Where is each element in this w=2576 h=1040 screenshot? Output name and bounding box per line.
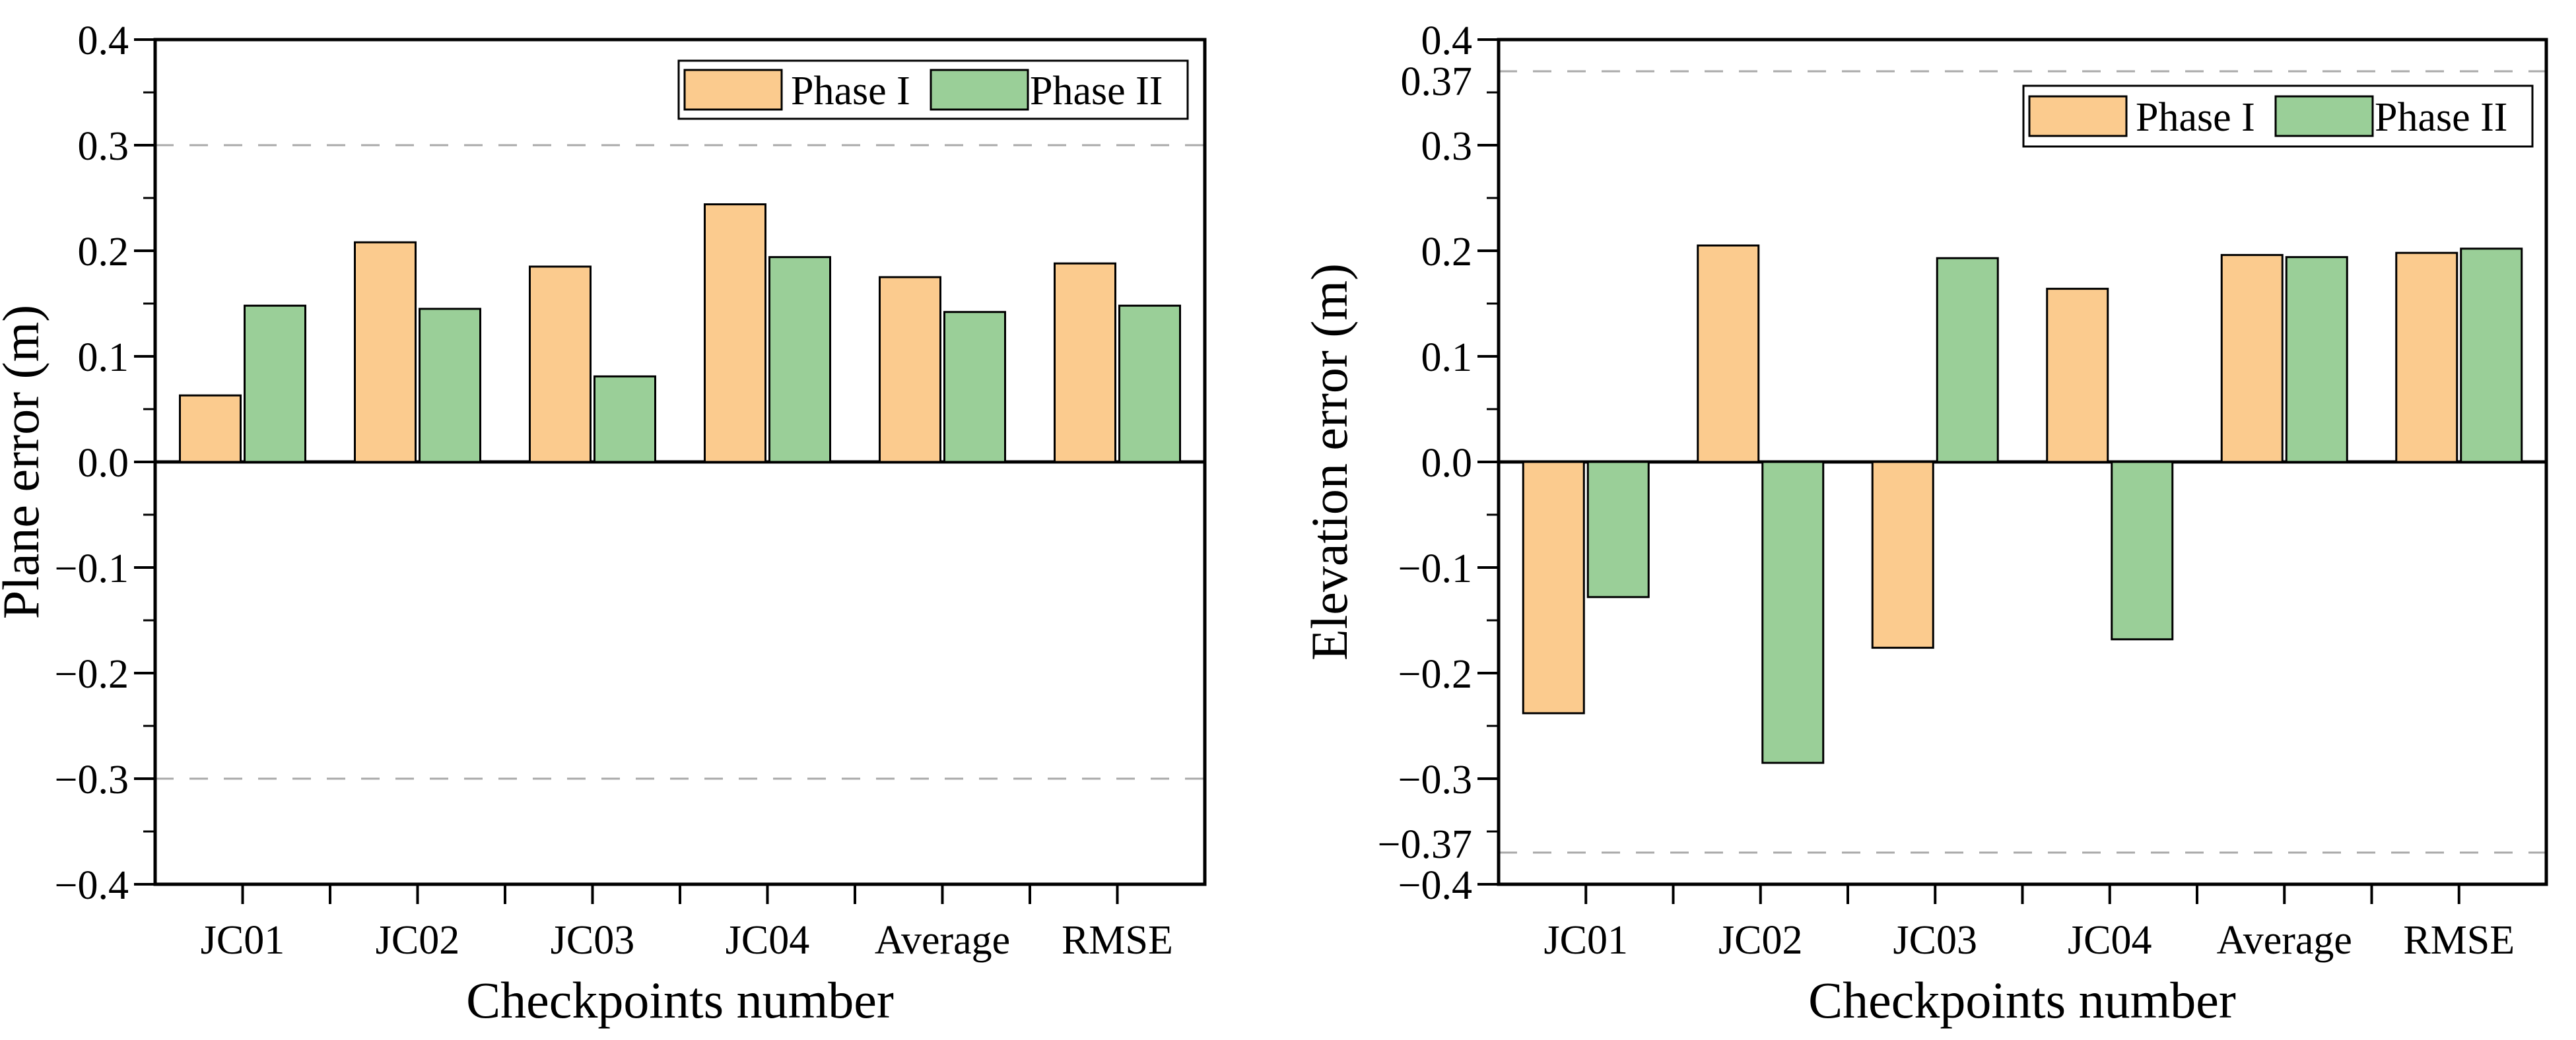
legend-swatch-phase2 [930, 69, 1029, 111]
bar-phasei-jc04 [2046, 288, 2109, 463]
bar-phasei-average [879, 276, 941, 463]
x-axis-title-checkpoints-right: Checkpoints number [1808, 971, 2236, 1029]
x-category-label: JC03 [551, 918, 634, 963]
bar-phaseii-jc03 [593, 375, 656, 463]
reference-line-label: −0.37 [1378, 822, 1472, 867]
legend-swatch-phase1 [683, 69, 783, 111]
y-tick-label: 0.3 [1421, 124, 1473, 169]
legend-label-phase2: Phase II [2375, 95, 2507, 140]
bar-phasei-jc03 [1871, 461, 1934, 649]
bar-phasei-rmse [2395, 251, 2458, 463]
bar-phasei-rmse [1054, 262, 1116, 463]
x-category-label: Average [2217, 918, 2352, 963]
x-category-label: RMSE [1062, 918, 1173, 963]
y-tick-label: 0.1 [78, 335, 129, 380]
bar-phaseii-jc03 [1936, 257, 1999, 463]
y-tick-label: 0.2 [78, 230, 129, 275]
bar-phaseii-jc01 [244, 304, 306, 463]
y-tick-label: −0.4 [1398, 863, 1472, 908]
y-tick-label: −0.2 [1398, 652, 1472, 697]
bar-phasei-jc04 [704, 203, 766, 463]
bar-phaseii-jc02 [1761, 461, 1825, 764]
bar-phaseii-jc04 [2111, 461, 2174, 641]
bar-phasei-jc02 [1697, 244, 1760, 463]
x-category-label: JC04 [726, 918, 809, 963]
y-tick-label: 0.1 [1421, 335, 1473, 380]
y-tick-label: −0.2 [55, 652, 129, 697]
plot-area-border [153, 38, 1207, 886]
elevation-error-chart: 0.37 −0.37 0.4 0.3 0.2 0.1 0.0 −0.1 −0.2 −0.3 −0.4… [1378, 18, 2548, 963]
reference-line-label: 0.37 [1401, 59, 1473, 104]
bar-phasei-jc03 [529, 265, 592, 463]
y-axis-title-elevation-error: Elevation error (m) [1301, 263, 1358, 661]
bar-phaseii-average [943, 311, 1006, 463]
plot-area-border [1497, 38, 2548, 886]
x-category-label: JC01 [1544, 918, 1628, 963]
y-tick-label: 0.0 [78, 441, 129, 486]
bar-phasei-jc02 [354, 241, 417, 463]
y-axis-title-plane-error: Plane error (m) [0, 305, 50, 619]
x-category-label: Average [875, 918, 1010, 963]
right-chart-static: Elevation error (m) Checkpoints number P… [1301, 84, 2534, 1029]
legend-left: Phase I Phase II [677, 59, 1189, 120]
legend-swatch-phase1 [2028, 95, 2128, 137]
bar-phaseii-jc02 [419, 308, 481, 463]
legend-swatch-phase2 [2274, 95, 2374, 137]
bar-phaseii-jc01 [1586, 461, 1650, 599]
x-category-label: RMSE [2403, 918, 2515, 963]
x-category-label: JC03 [1893, 918, 1977, 963]
bar-phasei-average [2220, 253, 2284, 463]
y-tick-label: −0.1 [55, 546, 129, 591]
bar-phaseii-rmse [1118, 304, 1181, 463]
legend-label-phase1: Phase I [791, 69, 910, 114]
y-tick-label: −0.3 [1398, 758, 1472, 802]
y-tick-label: −0.1 [1398, 546, 1472, 591]
y-tick-label: 0.0 [1421, 441, 1473, 486]
y-tick-label: 0.3 [78, 124, 129, 169]
x-axis-title-checkpoints-left: Checkpoints number [466, 971, 894, 1029]
y-tick-label: 0.4 [78, 18, 129, 63]
y-tick-label: 0.4 [1421, 18, 1473, 63]
y-tick-label: −0.3 [55, 758, 129, 802]
plane-error-chart: 0.4 0.3 0.2 0.1 0.0 −0.1 −0.2 −0.3 −0.4 JC01 JC02 J… [55, 18, 1207, 963]
bar-phaseii-rmse [2460, 247, 2523, 463]
left-chart-static: Plane error (m) Checkpoints number Phase… [0, 59, 1189, 1029]
bar-phaseii-jc04 [768, 256, 831, 463]
y-tick-label: −0.4 [55, 863, 129, 908]
x-category-label: JC04 [2068, 918, 2152, 963]
chart-render-layer: 0.4 0.3 0.2 0.1 0.0 −0.1 −0.2 −0.3 −0.4 JC01 JC02 J… [55, 18, 2548, 963]
bar-phasei-jc01 [179, 394, 242, 463]
legend-label-phase2: Phase II [1030, 69, 1163, 114]
bar-phaseii-average [2285, 256, 2348, 463]
bar-phasei-jc01 [1522, 461, 1585, 715]
x-category-label: JC01 [201, 918, 285, 963]
legend-label-phase1: Phase I [2136, 95, 2255, 140]
x-category-label: JC02 [376, 918, 459, 963]
y-tick-label: 0.2 [1421, 230, 1473, 275]
legend-right: Phase I Phase II [2022, 84, 2534, 148]
x-category-label: JC02 [1718, 918, 1802, 963]
